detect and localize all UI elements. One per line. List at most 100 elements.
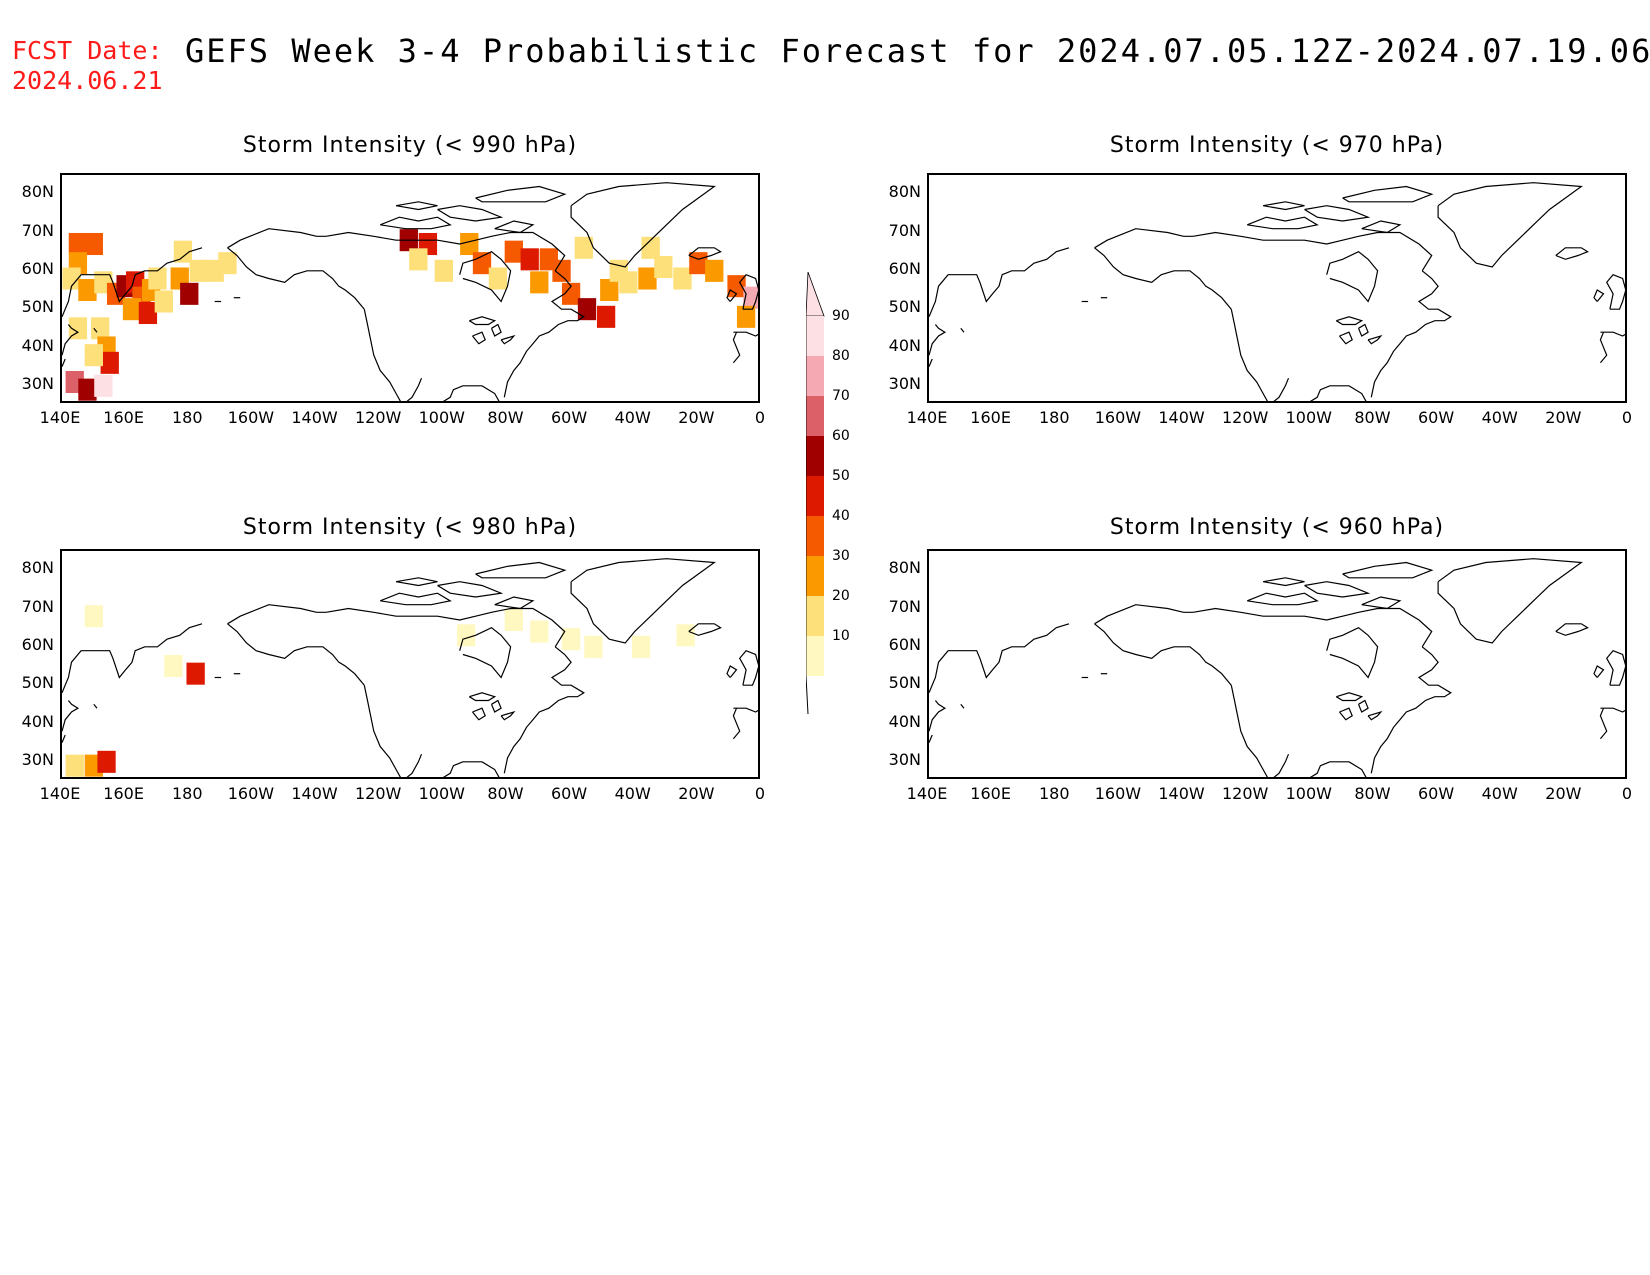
coastline [1326, 250, 1379, 303]
heat-cell [574, 236, 593, 259]
colorbar-tick-label: 90 [832, 308, 850, 324]
coastline [1342, 561, 1434, 579]
lat-tick-label: 50N [21, 673, 54, 693]
coastline [437, 581, 504, 598]
lon-tick-label: 160W [1094, 784, 1142, 803]
coastline [1192, 607, 1433, 648]
lat-tick-label: 50N [21, 297, 54, 317]
heat-cell [164, 654, 183, 678]
lat-tick-label: 40N [21, 335, 54, 355]
lon-tick-label: 0 [1621, 784, 1633, 803]
heat-cell [561, 282, 581, 305]
lon-tick-label: 40W [614, 784, 651, 803]
coastline [570, 182, 716, 268]
coastline [960, 703, 965, 709]
lon-tick-label: 100W [418, 784, 465, 803]
coastline [1304, 581, 1371, 598]
coastline [929, 324, 947, 356]
coastline [1339, 331, 1353, 345]
heat-cell [641, 236, 660, 259]
map-panel-p990 [60, 173, 760, 403]
heat-cell [78, 378, 97, 401]
coastline [442, 385, 500, 401]
coastline [732, 707, 741, 740]
coastline [227, 228, 327, 249]
panel-title-p980: Storm Intensity (< 980 hPa) [242, 515, 578, 540]
coastline [395, 201, 438, 211]
coastline [1273, 753, 1290, 777]
lon-tick-label: 160E [970, 784, 1011, 803]
heat-cell [596, 305, 616, 328]
lon-tick-label: 160W [227, 408, 275, 427]
lat-tick-label: 50N [888, 673, 921, 693]
map-canvas-p990 [62, 182, 758, 401]
coastline [503, 270, 585, 398]
lon-tick-label: 40W [1481, 408, 1518, 427]
coastline [1555, 247, 1589, 260]
lon-tick-label: 20W [678, 408, 715, 427]
heat-cell [736, 305, 756, 328]
lat-tick-label: 60N [21, 634, 54, 654]
coastline [363, 309, 401, 401]
coastline [395, 577, 438, 587]
lon-tick-label: 80W [1354, 784, 1391, 803]
coastline [363, 685, 401, 777]
lon-tick-label: 120W [1221, 408, 1269, 427]
coastline [738, 649, 758, 686]
lat-tick-label: 60N [21, 258, 54, 278]
fcst-date-value: 2024.06.21 [12, 66, 163, 95]
heat-cell [530, 271, 549, 294]
map-canvas-p980 [62, 558, 758, 777]
colorbar-swatch [806, 596, 824, 636]
coastline [93, 703, 98, 709]
lon-tick-label: 40W [614, 408, 651, 427]
coastline [1273, 377, 1290, 401]
lon-tick-label: 140E [906, 408, 948, 427]
colorbar-tick-label: 60 [832, 428, 850, 444]
panel-title-p960: Storm Intensity (< 960 hPa) [1109, 515, 1445, 540]
lat-tick-label: 80N [888, 558, 921, 578]
heat-cell [456, 624, 476, 647]
heat-cell [148, 267, 167, 290]
coastline [1262, 201, 1305, 211]
lat-tick-label: 70N [21, 596, 54, 616]
coastline [929, 358, 933, 367]
heat-cell [530, 620, 549, 643]
heat-cell [78, 278, 97, 302]
lon-tick-label: 140W [1158, 784, 1205, 803]
coastline [1246, 592, 1319, 606]
coastline [227, 247, 365, 310]
lon-tick-label: 140E [906, 784, 948, 803]
lat-tick-label: 60N [888, 634, 921, 654]
heat-cell [460, 232, 479, 256]
coastline [929, 734, 933, 743]
lon-tick-label: 180 [171, 408, 203, 427]
coastline [459, 250, 512, 303]
coastline [1335, 316, 1364, 326]
lon-tick-label: 60W [1417, 408, 1455, 427]
heat-cell [584, 635, 603, 658]
lat-tick-label: 40N [21, 711, 54, 731]
lon-tick-label: 180 [171, 784, 203, 803]
lat-tick-label: 80N [21, 558, 54, 578]
heat-cell [84, 232, 103, 256]
heat-cell [100, 351, 119, 374]
lon-tick-label: 60W [550, 784, 588, 803]
lon-tick-label: 40W [1481, 784, 1518, 803]
heat-cell [97, 750, 116, 773]
heat-cell [91, 317, 110, 340]
heat-cell [631, 635, 651, 658]
heat-cell [472, 252, 492, 275]
coastline [1357, 699, 1369, 713]
heat-cell [504, 608, 523, 632]
lon-tick-label: 160E [970, 408, 1011, 427]
colorbar-swatch [806, 476, 824, 516]
coastline [929, 700, 947, 732]
map-panel-p980 [60, 549, 760, 779]
lon-tick-label: 140E [39, 784, 81, 803]
lon-tick-label: 80W [487, 784, 524, 803]
coastline [472, 331, 486, 345]
lon-tick-label: 160W [227, 784, 275, 803]
colorbar [805, 271, 846, 724]
colorbar-swatch [806, 516, 824, 556]
